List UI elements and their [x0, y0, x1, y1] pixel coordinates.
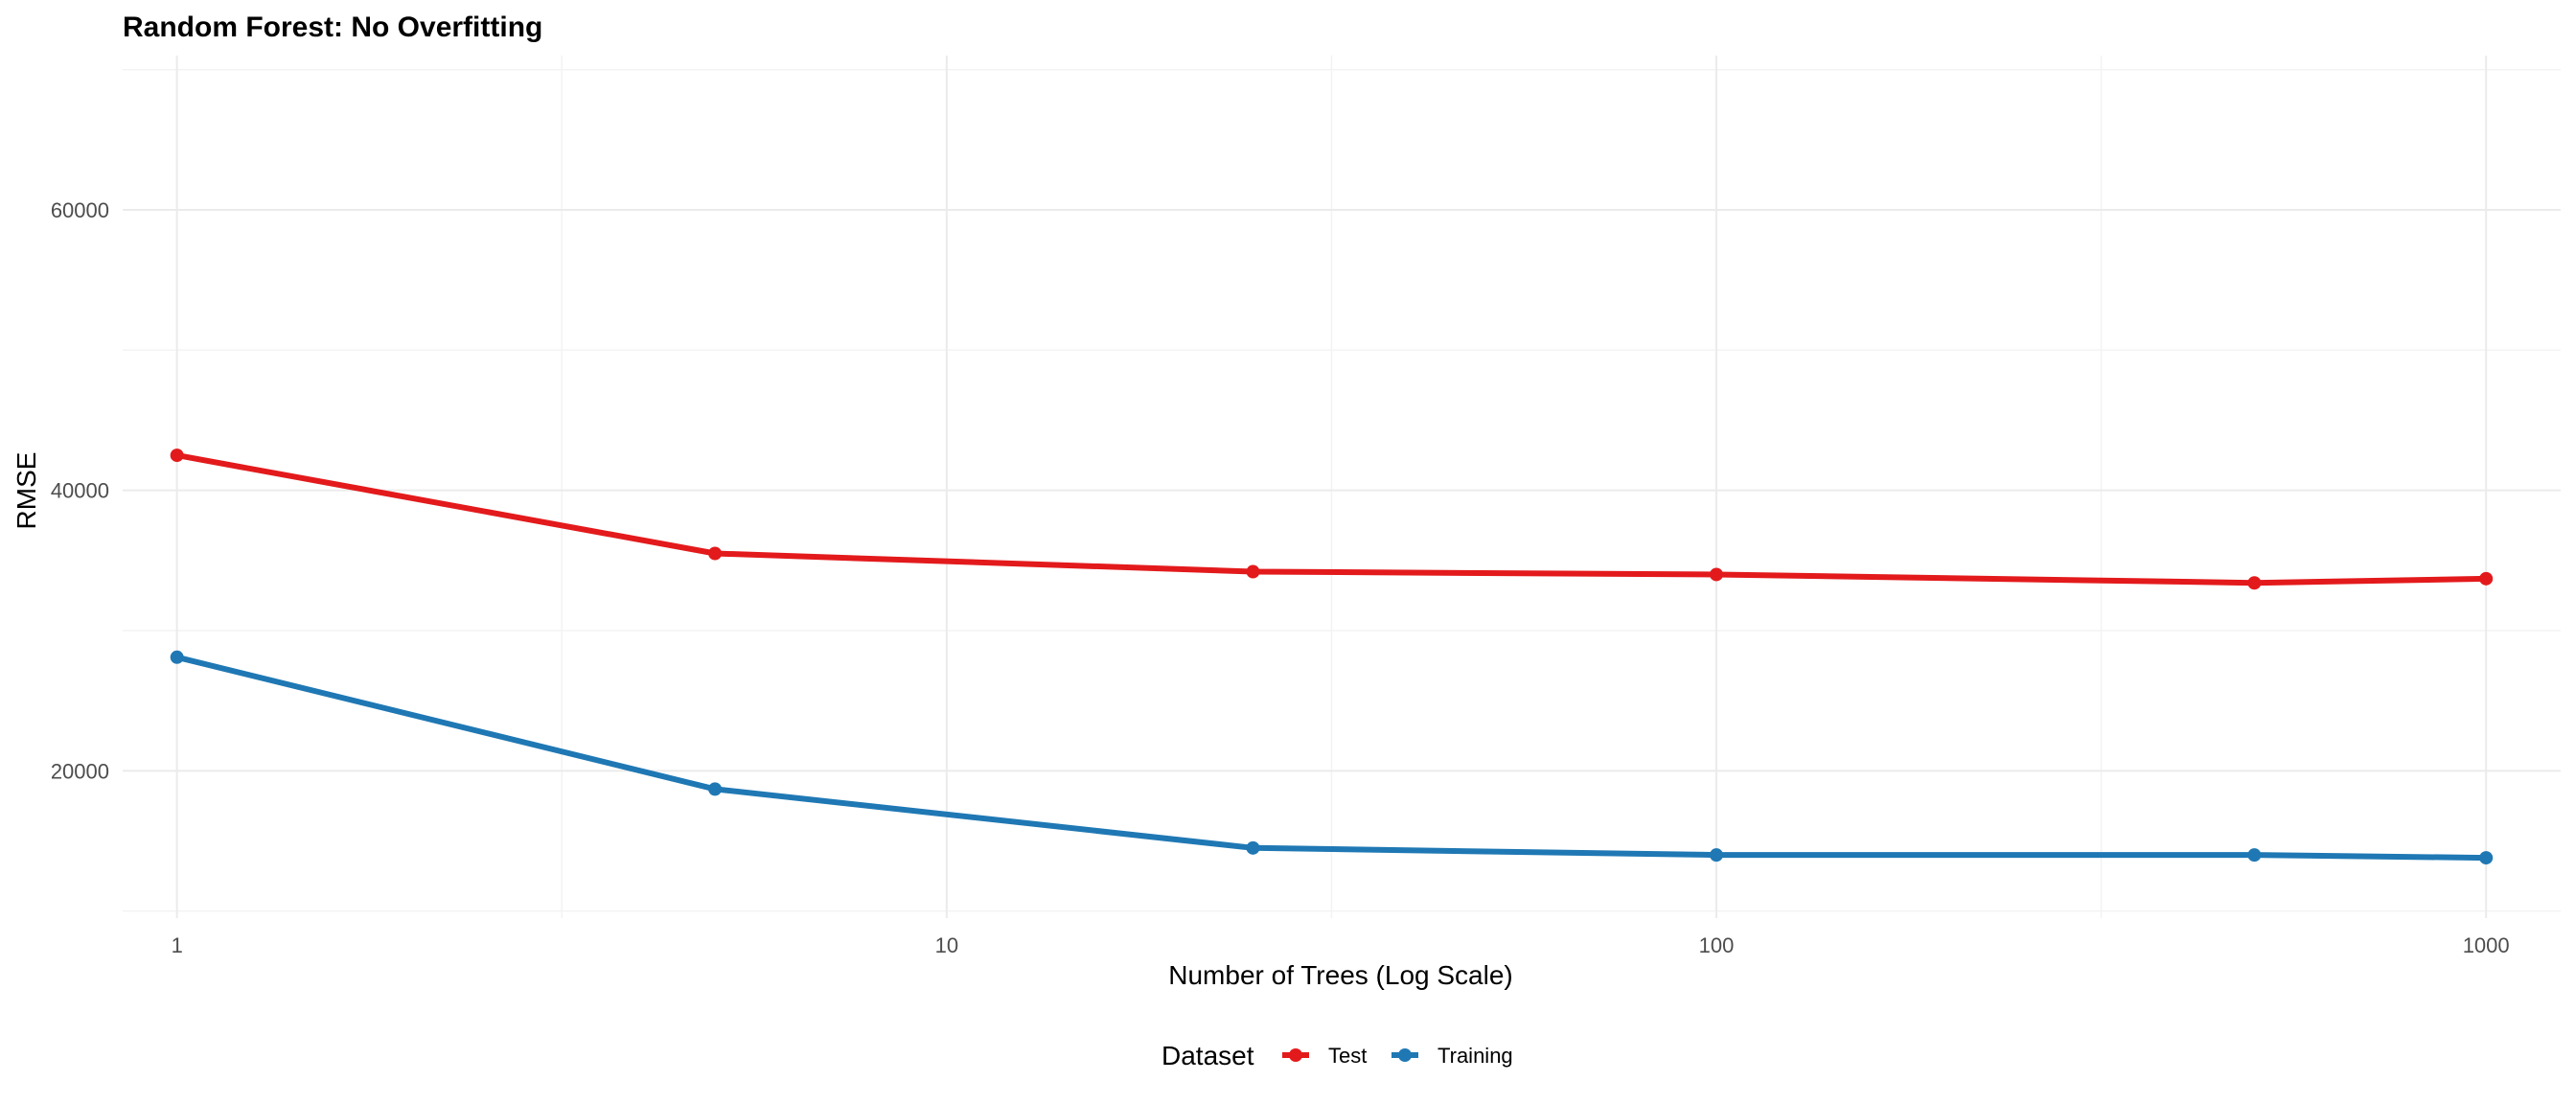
- y-axis-ticks: 20000 40000 60000: [51, 198, 109, 783]
- x-axis-ticks: 1 10 100 1000: [172, 933, 2510, 957]
- y-axis-title: RMSE: [12, 452, 41, 530]
- legend-key-point-training: [1398, 1048, 1412, 1062]
- data-point-test: [1246, 564, 1260, 579]
- data-point-training: [2479, 851, 2494, 865]
- gridlines: [123, 56, 2561, 918]
- data-point-test: [170, 448, 184, 463]
- y-tick-label: 40000: [51, 479, 109, 503]
- y-tick-label: 20000: [51, 759, 109, 783]
- legend-label-test: Test: [1328, 1044, 1367, 1068]
- series-line-training: [173, 654, 2490, 862]
- data-point-training: [1710, 848, 1724, 862]
- legend-title: Dataset: [1162, 1041, 1254, 1070]
- data-point-training: [2247, 848, 2262, 862]
- x-tick-label: 1000: [2463, 933, 2510, 957]
- x-tick-label: 100: [1699, 933, 1735, 957]
- chart-title: Random Forest: No Overfitting: [123, 12, 542, 43]
- x-tick-label: 10: [935, 933, 958, 957]
- data-point-training: [708, 782, 723, 796]
- legend: Dataset Test Training: [1162, 1041, 1513, 1070]
- data-point-test: [1710, 567, 1724, 582]
- series-lines: [173, 452, 2490, 862]
- data-point-test: [2247, 576, 2262, 590]
- legend-key-point-test: [1289, 1048, 1302, 1062]
- data-point-test: [708, 546, 723, 561]
- legend-label-training: Training: [1438, 1044, 1513, 1068]
- x-axis-title: Number of Trees (Log Scale): [1168, 960, 1513, 990]
- series-line-test: [173, 452, 2490, 586]
- data-point-test: [2479, 571, 2494, 586]
- data-point-training: [170, 650, 184, 664]
- series-points: [170, 448, 2494, 865]
- y-tick-label: 60000: [51, 198, 109, 222]
- data-point-training: [1246, 840, 1260, 855]
- x-tick-label: 1: [172, 933, 183, 957]
